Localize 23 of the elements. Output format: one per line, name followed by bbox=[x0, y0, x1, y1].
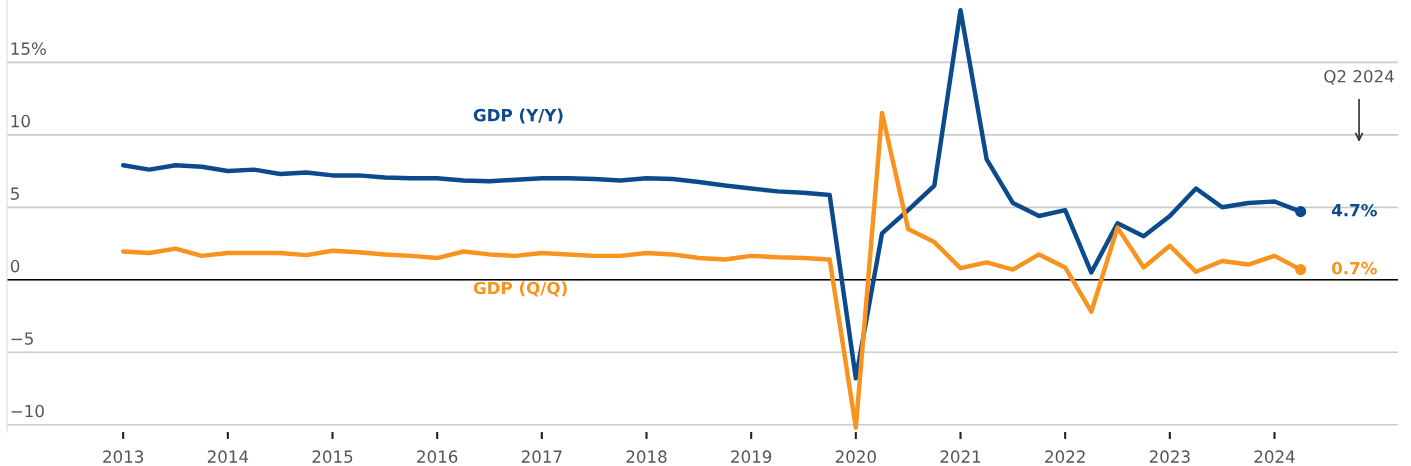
y-tick-label: −5 bbox=[11, 332, 33, 345]
x-tick-label: 2017 bbox=[521, 450, 562, 463]
x-tick-label: 2020 bbox=[835, 450, 876, 463]
x-tick-label: 2015 bbox=[312, 450, 353, 463]
text: GDP (Y/Y) bbox=[473, 108, 563, 124]
series-label: GDP (Q/Q) bbox=[473, 281, 567, 297]
data-label: 4.7% bbox=[1331, 203, 1377, 217]
x-tick-label: 2016 bbox=[417, 450, 458, 463]
x-tick-label: 2019 bbox=[731, 450, 772, 463]
x-tick-label: 2014 bbox=[207, 450, 249, 463]
y-tick-label: −10 bbox=[11, 404, 44, 418]
annotation: Q2 2024 bbox=[1324, 69, 1394, 85]
x-tick-label: 2013 bbox=[103, 450, 144, 463]
x-tick-label: 2021 bbox=[940, 450, 981, 463]
y-tick-label: 15% bbox=[11, 42, 46, 55]
x-tick-label: 2024 bbox=[1254, 450, 1295, 463]
y-tick-label: 5 bbox=[11, 187, 19, 200]
data-label: 0.7% bbox=[1332, 261, 1377, 275]
y-tick-label: 10 bbox=[11, 114, 30, 128]
y-tick-label: 0 bbox=[10, 259, 20, 273]
x-tick-label: 2023 bbox=[1149, 450, 1190, 463]
x-tick-label: 2018 bbox=[626, 450, 667, 463]
x-tick-label: 2022 bbox=[1045, 450, 1085, 463]
